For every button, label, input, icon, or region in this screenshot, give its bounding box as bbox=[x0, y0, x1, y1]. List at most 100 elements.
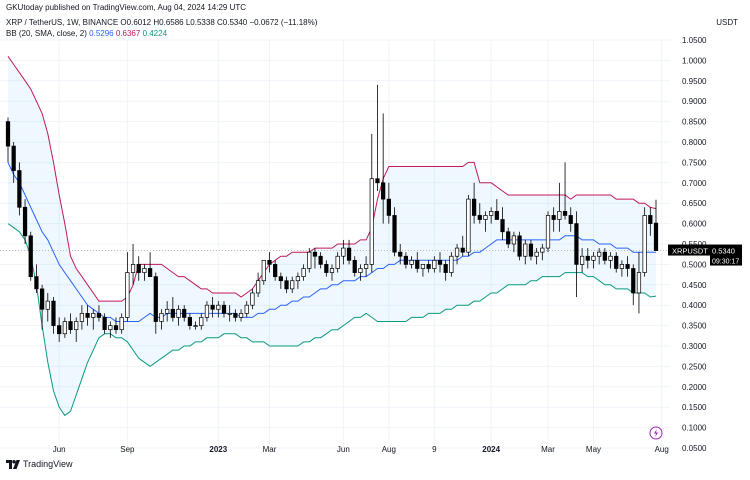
low-label: L bbox=[185, 18, 191, 27]
candle bbox=[346, 247, 352, 261]
high-value: 0.6586 bbox=[159, 18, 184, 27]
candle bbox=[165, 308, 170, 314]
candle bbox=[568, 215, 573, 224]
candle bbox=[335, 255, 340, 269]
candle bbox=[619, 264, 625, 269]
candle bbox=[250, 292, 255, 306]
lightning-bolt-icon[interactable] bbox=[649, 426, 663, 445]
bb-lower-line bbox=[7, 223, 657, 417]
candle bbox=[415, 259, 420, 269]
candle bbox=[585, 255, 590, 261]
symbol-label[interactable]: XRP / TetherUS, 1W, BINANCE bbox=[6, 18, 119, 27]
candle bbox=[199, 317, 204, 326]
candle bbox=[608, 255, 613, 261]
open-label: O bbox=[120, 18, 127, 27]
y-tick-label: 0.9500 bbox=[682, 77, 707, 86]
candle bbox=[602, 251, 607, 261]
y-tick-label: 0.5000 bbox=[682, 260, 707, 269]
candle bbox=[437, 259, 443, 265]
candle bbox=[204, 304, 210, 318]
candle bbox=[28, 235, 33, 277]
y-tick-label: 0.2500 bbox=[682, 362, 707, 371]
candle bbox=[57, 325, 62, 335]
candle bbox=[62, 321, 67, 335]
candle bbox=[625, 264, 630, 269]
bb-band-fill bbox=[8, 56, 656, 416]
candle bbox=[398, 251, 403, 257]
tradingview-logo-icon bbox=[6, 459, 20, 469]
candle bbox=[409, 259, 414, 265]
candle bbox=[523, 243, 528, 257]
candle bbox=[227, 313, 232, 315]
candles bbox=[5, 84, 659, 342]
candle bbox=[540, 247, 545, 253]
y-tick-label: 0.0500 bbox=[682, 444, 707, 453]
open-value: 0.6012 bbox=[126, 18, 152, 27]
y-tick-label: 0.4000 bbox=[682, 301, 707, 310]
candle bbox=[471, 198, 477, 216]
x-tick-label: 2023 bbox=[209, 445, 227, 454]
candle bbox=[233, 313, 238, 318]
candle bbox=[45, 300, 50, 310]
candle bbox=[267, 259, 272, 265]
bb-basis-value: 0.5296 bbox=[89, 29, 114, 38]
bb-label: BB (20, SMA, close, 2) bbox=[6, 29, 87, 38]
candle bbox=[574, 223, 579, 265]
candle bbox=[449, 255, 454, 273]
candle bbox=[614, 255, 619, 269]
candle bbox=[653, 222, 659, 251]
candle bbox=[39, 288, 45, 310]
y-tick-label: 0.7000 bbox=[682, 179, 707, 188]
change-value: −0.0672 (−11.18%) bbox=[249, 18, 318, 27]
price-tag-countdown-text: 09:30:17 bbox=[712, 259, 739, 266]
y-tick-label: 0.8000 bbox=[682, 138, 707, 147]
candle bbox=[210, 304, 215, 310]
candle bbox=[74, 321, 79, 331]
candle bbox=[352, 259, 357, 273]
x-tick-label: Aug bbox=[655, 445, 669, 454]
candle bbox=[557, 211, 562, 220]
candle bbox=[17, 170, 22, 208]
price-tag-value bbox=[710, 244, 742, 256]
tradingview-brand[interactable]: TradingView bbox=[6, 459, 73, 469]
candle bbox=[130, 264, 136, 273]
candle bbox=[454, 247, 460, 257]
x-tick-label: Mar bbox=[541, 445, 555, 454]
candle bbox=[221, 304, 227, 314]
candle bbox=[420, 264, 426, 269]
candle bbox=[51, 300, 56, 326]
candle bbox=[642, 215, 647, 273]
candle bbox=[22, 206, 28, 237]
close-label: C bbox=[217, 18, 223, 27]
candle bbox=[193, 325, 198, 327]
bb-upper-line bbox=[7, 56, 657, 302]
price-tag-countdown bbox=[710, 255, 742, 266]
candle bbox=[125, 272, 130, 318]
candle bbox=[96, 313, 102, 318]
candle bbox=[5, 121, 11, 147]
candle bbox=[295, 276, 301, 282]
price-tag-symbol-text: XRPUSDT bbox=[672, 247, 708, 256]
candle bbox=[182, 308, 187, 318]
candle bbox=[273, 264, 278, 277]
candle bbox=[528, 243, 534, 257]
candle bbox=[511, 235, 517, 245]
candle bbox=[324, 264, 329, 273]
bb-lower-value: 0.4224 bbox=[142, 29, 168, 38]
candle bbox=[79, 313, 85, 322]
y-tick-label: 0.9000 bbox=[682, 97, 707, 106]
y-tick-label: 1.0500 bbox=[682, 36, 707, 45]
candle bbox=[466, 198, 471, 253]
candle bbox=[11, 145, 16, 171]
x-tick-label: Jun bbox=[337, 445, 350, 454]
candle bbox=[551, 215, 556, 220]
candle bbox=[318, 255, 323, 265]
candle bbox=[579, 255, 585, 265]
close-value: 0.5340 bbox=[222, 18, 248, 27]
candle bbox=[187, 317, 193, 326]
y-tick-label: 0.2000 bbox=[682, 383, 707, 392]
candle bbox=[68, 321, 73, 331]
bb-indicator-line[interactable]: BB (20, SMA, close, 2) 0.5296 0.6367 0.4… bbox=[6, 29, 167, 39]
